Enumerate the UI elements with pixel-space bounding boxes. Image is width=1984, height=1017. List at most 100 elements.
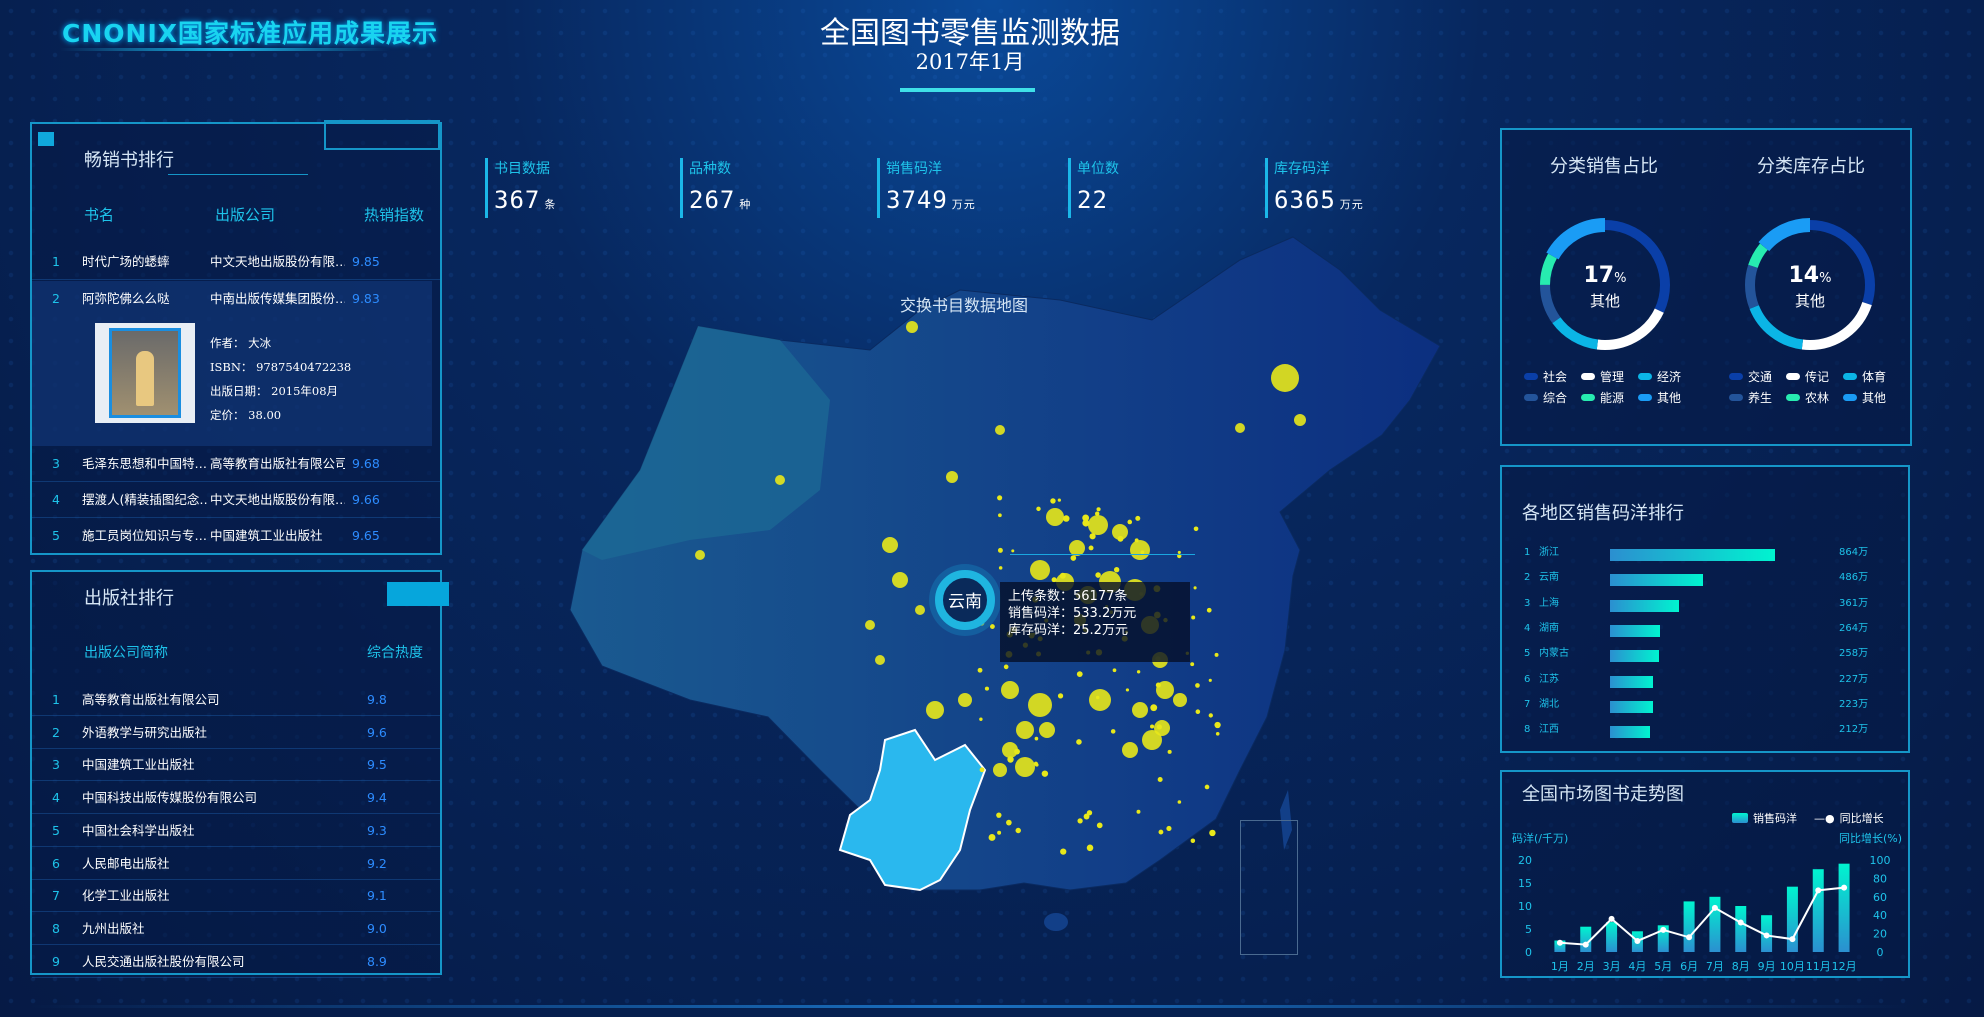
data-point[interactable] (882, 537, 898, 553)
data-point[interactable] (1030, 560, 1050, 580)
legend-item[interactable]: 其他 (1843, 389, 1886, 406)
table-row[interactable]: 6 人民邮电出版社 9.2 (32, 848, 440, 880)
data-point[interactable] (875, 655, 885, 665)
donut-segment-传记[interactable] (1745, 220, 1875, 350)
data-point[interactable] (1132, 702, 1148, 718)
legend-item[interactable]: 交通 (1729, 368, 1772, 385)
bar-3月[interactable] (1606, 922, 1618, 952)
legend-item[interactable]: 经济 (1638, 368, 1681, 385)
region-hainan[interactable] (1044, 913, 1068, 931)
data-point[interactable] (995, 425, 1005, 435)
data-point[interactable] (1001, 681, 1019, 699)
growth-point-7月[interactable] (1711, 904, 1718, 911)
growth-point-2月[interactable] (1582, 941, 1589, 948)
data-point[interactable] (958, 693, 972, 707)
data-point[interactable] (1028, 693, 1052, 717)
bar-1月[interactable] (1554, 940, 1566, 953)
data-point[interactable] (1154, 720, 1170, 736)
table-row[interactable]: 9 人民交通出版社股份有限公司 8.9 (32, 946, 440, 978)
region-row[interactable]: 8 江西 212万 (1524, 720, 1904, 740)
data-point[interactable] (906, 321, 918, 333)
region-row[interactable]: 2 云南 486万 (1524, 568, 1904, 588)
region-row[interactable]: 1 浙江 864万 (1524, 543, 1904, 563)
growth-point-8月[interactable] (1737, 919, 1744, 926)
region-row[interactable]: 4 湖南 264万 (1524, 619, 1904, 639)
expanded-row[interactable]: 2 阿弥陀佛么么哒 中南出版传媒集团股份… 9.83 作者： 大冰 ISBN： 978… (32, 281, 432, 446)
table-row[interactable]: 3 毛泽东思想和中国特… 高等教育出版社有限公司 9.68 (32, 446, 440, 482)
table-row[interactable]: 7 化学工业出版社 9.1 (32, 880, 440, 913)
data-point[interactable] (865, 620, 875, 630)
table-row[interactable]: 1 时代广场的蟋蟀 中文天地出版股份有限… 9.85 (32, 244, 440, 280)
growth-point-10月[interactable] (1789, 936, 1796, 943)
table-row[interactable]: 4 中国科技出版传媒股份有限公司 9.4 (32, 782, 440, 815)
data-point[interactable] (1173, 693, 1187, 707)
bar-8月[interactable] (1735, 906, 1747, 952)
data-point[interactable] (1112, 524, 1128, 540)
data-point[interactable] (695, 550, 705, 560)
legend-item[interactable]: 管理 (1581, 368, 1624, 385)
bar-5月[interactable] (1657, 925, 1669, 952)
table-row[interactable]: 2 外语教学与研究出版社 9.6 (32, 717, 440, 749)
region-marker[interactable] (935, 570, 995, 630)
data-point[interactable] (1069, 540, 1085, 556)
data-point[interactable] (1039, 722, 1055, 738)
bar-6月[interactable] (1683, 901, 1695, 952)
growth-point-6月[interactable] (1686, 934, 1693, 941)
legend-item[interactable]: 社会 (1524, 368, 1567, 385)
data-point[interactable] (775, 475, 785, 485)
data-point[interactable] (946, 471, 958, 483)
table-row[interactable]: 1 高等教育出版社有限公司 9.8 (32, 684, 440, 716)
region-xinjiang[interactable] (582, 326, 830, 560)
legend-item[interactable]: 传记 (1786, 368, 1829, 385)
data-point[interactable] (1142, 730, 1162, 750)
china-map[interactable]: 交换书目数据地图 云南 上传条数：56177条 销售码洋：533.2万元 库存码… (540, 230, 1450, 970)
data-point[interactable] (1130, 540, 1150, 560)
donut-segment-养生[interactable] (1745, 220, 1875, 350)
table-row[interactable]: 5 施工员岗位知识与专… 中国建筑工业出版社 9.65 (32, 518, 440, 554)
donut-segment-其他[interactable] (1538, 218, 1672, 352)
map-svg[interactable] (540, 230, 1450, 970)
growth-point-4月[interactable] (1634, 937, 1641, 944)
growth-point-3月[interactable] (1608, 915, 1615, 922)
data-point[interactable] (1294, 414, 1306, 426)
donut-segment-综合[interactable] (1540, 220, 1670, 350)
data-point[interactable] (892, 572, 908, 588)
legend-item[interactable]: 体育 (1843, 368, 1886, 385)
bar-10月[interactable] (1786, 886, 1798, 952)
region-row[interactable]: 5 内蒙古 258万 (1524, 644, 1904, 664)
bar-2月[interactable] (1580, 926, 1592, 952)
data-point[interactable] (926, 701, 944, 719)
table-row[interactable]: 8 九州出版社 9.0 (32, 913, 440, 945)
donut-segment-管理[interactable] (1540, 220, 1670, 350)
region-row[interactable]: 3 上海 361万 (1524, 594, 1904, 614)
donut-segment-其他[interactable] (1743, 218, 1877, 352)
legend-item[interactable]: 能源 (1581, 389, 1624, 406)
growth-point-9月[interactable] (1763, 932, 1770, 939)
data-point[interactable] (1002, 742, 1018, 758)
region-row[interactable]: 7 湖北 223万 (1524, 695, 1904, 715)
data-point[interactable] (1089, 689, 1111, 711)
data-point[interactable] (1015, 757, 1035, 777)
data-point[interactable] (915, 605, 925, 615)
table-row[interactable]: 2 阿弥陀佛么么哒 中南出版传媒集团股份… 9.83 (32, 281, 432, 317)
data-point[interactable] (1235, 423, 1245, 433)
data-point[interactable] (1088, 515, 1108, 535)
growth-point-12月[interactable] (1841, 884, 1848, 891)
data-point[interactable] (1271, 364, 1299, 392)
legend-item[interactable]: 农林 (1786, 389, 1829, 406)
bar-12月[interactable] (1838, 863, 1850, 952)
region-yunnan-highlight[interactable] (838, 728, 987, 892)
legend-item[interactable]: 综合 (1524, 389, 1567, 406)
growth-point-11月[interactable] (1815, 887, 1822, 894)
table-row[interactable]: 5 中国社会科学出版社 9.3 (32, 815, 440, 847)
legend-item[interactable]: 养生 (1729, 389, 1772, 406)
bar-7月[interactable] (1709, 896, 1721, 952)
table-row[interactable]: 3 中国建筑工业出版社 9.5 (32, 749, 440, 782)
data-point[interactable] (1016, 721, 1034, 739)
bar-11月[interactable] (1812, 869, 1824, 952)
data-point[interactable] (993, 763, 1007, 777)
data-point[interactable] (1046, 508, 1064, 526)
legend-item[interactable]: 其他 (1638, 389, 1681, 406)
table-row[interactable]: 4 摆渡人(精装插图纪念… 中文天地出版股份有限… 9.66 (32, 482, 440, 518)
growth-point-5月[interactable] (1660, 926, 1667, 933)
